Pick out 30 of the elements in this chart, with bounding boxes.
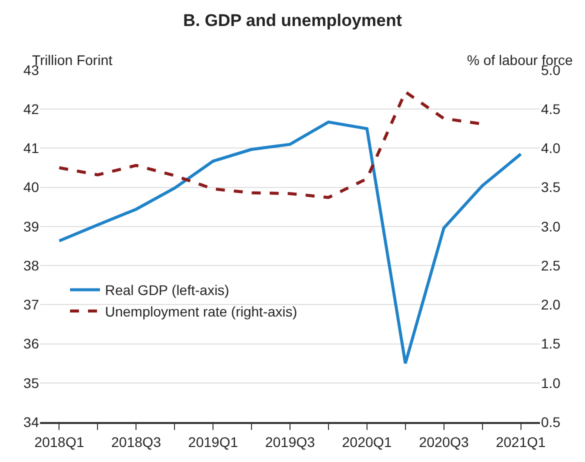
y2-tick-label: 0.5 — [541, 414, 561, 430]
y2-tick-label: 3.5 — [541, 179, 561, 196]
y-tick-label: 40 — [23, 179, 40, 196]
x-tick-label: 2020Q1 — [342, 434, 392, 450]
y-tick-label: 36 — [23, 336, 40, 352]
x-tick-label: 2018Q3 — [111, 434, 162, 450]
y2-tick-label: 1.0 — [541, 374, 561, 391]
y-tick-label: 35 — [23, 374, 40, 391]
y-tick-label: 43 — [23, 62, 40, 78]
legend-label: Real GDP (left-axis) — [105, 282, 230, 298]
legend-label: Unemployment rate (right-axis) — [105, 303, 298, 320]
y2-tick-label: 4.5 — [541, 101, 561, 118]
y-tick-label: 34 — [23, 414, 40, 430]
x-tick-label: 2019Q3 — [265, 434, 316, 450]
y-tick-label: 38 — [23, 257, 40, 274]
y-tick-label: 37 — [23, 296, 40, 313]
y-tick-label: 41 — [23, 140, 40, 156]
chart-title: B. GDP and unemployment — [183, 10, 402, 30]
x-tick-label: 2018Q1 — [34, 434, 84, 450]
x-tick-label: 2020Q3 — [418, 434, 469, 450]
y2-tick-label: 3.0 — [541, 218, 561, 234]
x-tick-label: 2019Q1 — [188, 434, 238, 450]
y2-tick-label: 1.5 — [541, 336, 561, 352]
y2-tick-label: 2.0 — [541, 296, 561, 313]
y2-tick-label: 2.5 — [541, 257, 561, 274]
line-series — [58, 120, 522, 365]
y2-tick-label: 4.0 — [541, 140, 561, 156]
y-tick-label: 39 — [23, 218, 40, 234]
x-tick-label: 2021Q1 — [496, 434, 546, 450]
y-tick-label: 42 — [23, 101, 40, 118]
